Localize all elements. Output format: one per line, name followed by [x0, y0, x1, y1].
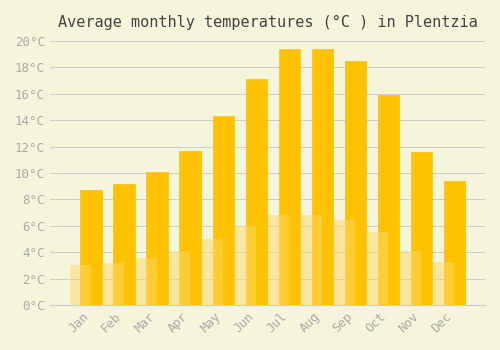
Bar — [400, 251, 421, 305]
Bar — [367, 232, 388, 305]
Bar — [312, 49, 333, 305]
Bar — [378, 95, 399, 305]
Bar — [180, 150, 201, 305]
Bar — [146, 172, 168, 305]
Bar — [301, 215, 322, 305]
Bar — [334, 219, 355, 305]
Title: Average monthly temperatures (°C ) in Plentzia: Average monthly temperatures (°C ) in Pl… — [58, 15, 478, 30]
Bar — [235, 226, 256, 305]
Bar — [246, 79, 267, 305]
Bar — [433, 261, 454, 305]
Bar — [114, 183, 135, 305]
Bar — [70, 265, 91, 305]
Bar — [80, 190, 102, 305]
Bar — [102, 262, 124, 305]
Bar — [136, 258, 157, 305]
Bar — [212, 116, 234, 305]
Bar — [268, 215, 289, 305]
Bar — [444, 181, 465, 305]
Bar — [278, 49, 300, 305]
Bar — [344, 61, 366, 305]
Bar — [202, 239, 223, 305]
Bar — [168, 251, 190, 305]
Bar — [410, 152, 432, 305]
